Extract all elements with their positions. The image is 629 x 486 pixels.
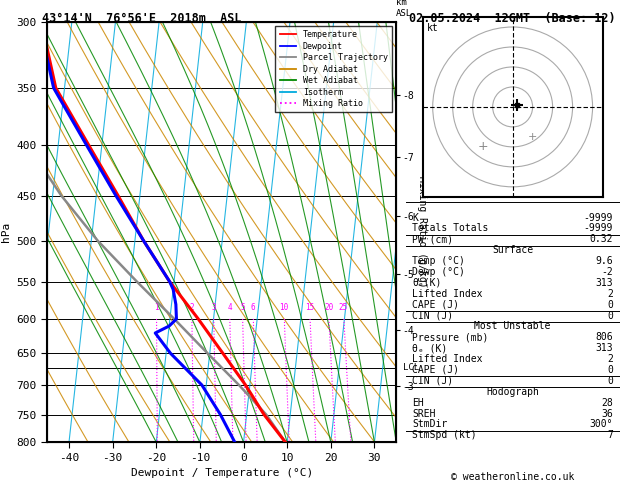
Text: CAPE (J): CAPE (J) — [412, 365, 459, 375]
Text: 7: 7 — [607, 430, 613, 440]
Text: Surface: Surface — [492, 245, 533, 255]
Text: Pressure (mb): Pressure (mb) — [412, 332, 489, 342]
Text: θₑ(K): θₑ(K) — [412, 278, 442, 288]
Text: 2: 2 — [189, 303, 194, 312]
Text: 43°14'N  76°56'E  2018m  ASL: 43°14'N 76°56'E 2018m ASL — [42, 12, 242, 25]
Text: PW (cm): PW (cm) — [412, 234, 454, 244]
Text: Lifted Index: Lifted Index — [412, 354, 482, 364]
Text: 20: 20 — [324, 303, 333, 312]
Text: Hodograph: Hodograph — [486, 387, 539, 397]
Text: © weatheronline.co.uk: © weatheronline.co.uk — [451, 472, 574, 482]
Y-axis label: Mixing Ratio (g/kg): Mixing Ratio (g/kg) — [418, 176, 428, 288]
Text: K: K — [412, 212, 418, 223]
Text: Totals Totals: Totals Totals — [412, 224, 489, 233]
Text: 313: 313 — [596, 278, 613, 288]
Text: CIN (J): CIN (J) — [412, 311, 454, 321]
Text: 313: 313 — [596, 343, 613, 353]
Text: +: + — [528, 132, 537, 142]
Text: 0: 0 — [607, 376, 613, 386]
Text: 0: 0 — [607, 300, 613, 310]
Text: -9999: -9999 — [584, 212, 613, 223]
Text: CAPE (J): CAPE (J) — [412, 300, 459, 310]
Text: 0.32: 0.32 — [589, 234, 613, 244]
Text: 0: 0 — [607, 311, 613, 321]
Text: 15: 15 — [305, 303, 314, 312]
Text: 0: 0 — [607, 365, 613, 375]
Text: 25: 25 — [339, 303, 348, 312]
Text: km
ASL: km ASL — [396, 0, 413, 17]
Text: 02.05.2024  12GMT  (Base: 12): 02.05.2024 12GMT (Base: 12) — [409, 12, 616, 25]
Text: 36: 36 — [601, 409, 613, 418]
Text: kt: kt — [426, 23, 438, 33]
Text: 806: 806 — [596, 332, 613, 342]
Text: 9.6: 9.6 — [596, 256, 613, 266]
Text: StmSpd (kt): StmSpd (kt) — [412, 430, 477, 440]
Legend: Temperature, Dewpoint, Parcel Trajectory, Dry Adiabat, Wet Adiabat, Isotherm, Mi: Temperature, Dewpoint, Parcel Trajectory… — [276, 26, 392, 112]
Text: 6: 6 — [251, 303, 255, 312]
Text: EH: EH — [412, 398, 424, 408]
Text: 1: 1 — [154, 303, 159, 312]
Text: -9999: -9999 — [584, 224, 613, 233]
Text: CIN (J): CIN (J) — [412, 376, 454, 386]
Text: SREH: SREH — [412, 409, 436, 418]
Text: 5: 5 — [240, 303, 245, 312]
Text: Lifted Index: Lifted Index — [412, 289, 482, 299]
Text: θₑ (K): θₑ (K) — [412, 343, 447, 353]
Text: 4: 4 — [227, 303, 232, 312]
Text: 3: 3 — [211, 303, 216, 312]
Y-axis label: hPa: hPa — [1, 222, 11, 242]
Text: LCL: LCL — [403, 363, 420, 372]
Text: 28: 28 — [601, 398, 613, 408]
Text: Temp (°C): Temp (°C) — [412, 256, 465, 266]
Text: 2: 2 — [607, 289, 613, 299]
Text: Dewp (°C): Dewp (°C) — [412, 267, 465, 277]
Text: StmDir: StmDir — [412, 419, 447, 430]
Text: 2: 2 — [607, 354, 613, 364]
Text: +: + — [477, 140, 488, 154]
Text: -2: -2 — [601, 267, 613, 277]
X-axis label: Dewpoint / Temperature (°C): Dewpoint / Temperature (°C) — [131, 468, 313, 478]
Text: Most Unstable: Most Unstable — [474, 321, 551, 331]
Text: 300°: 300° — [589, 419, 613, 430]
Text: 10: 10 — [279, 303, 289, 312]
